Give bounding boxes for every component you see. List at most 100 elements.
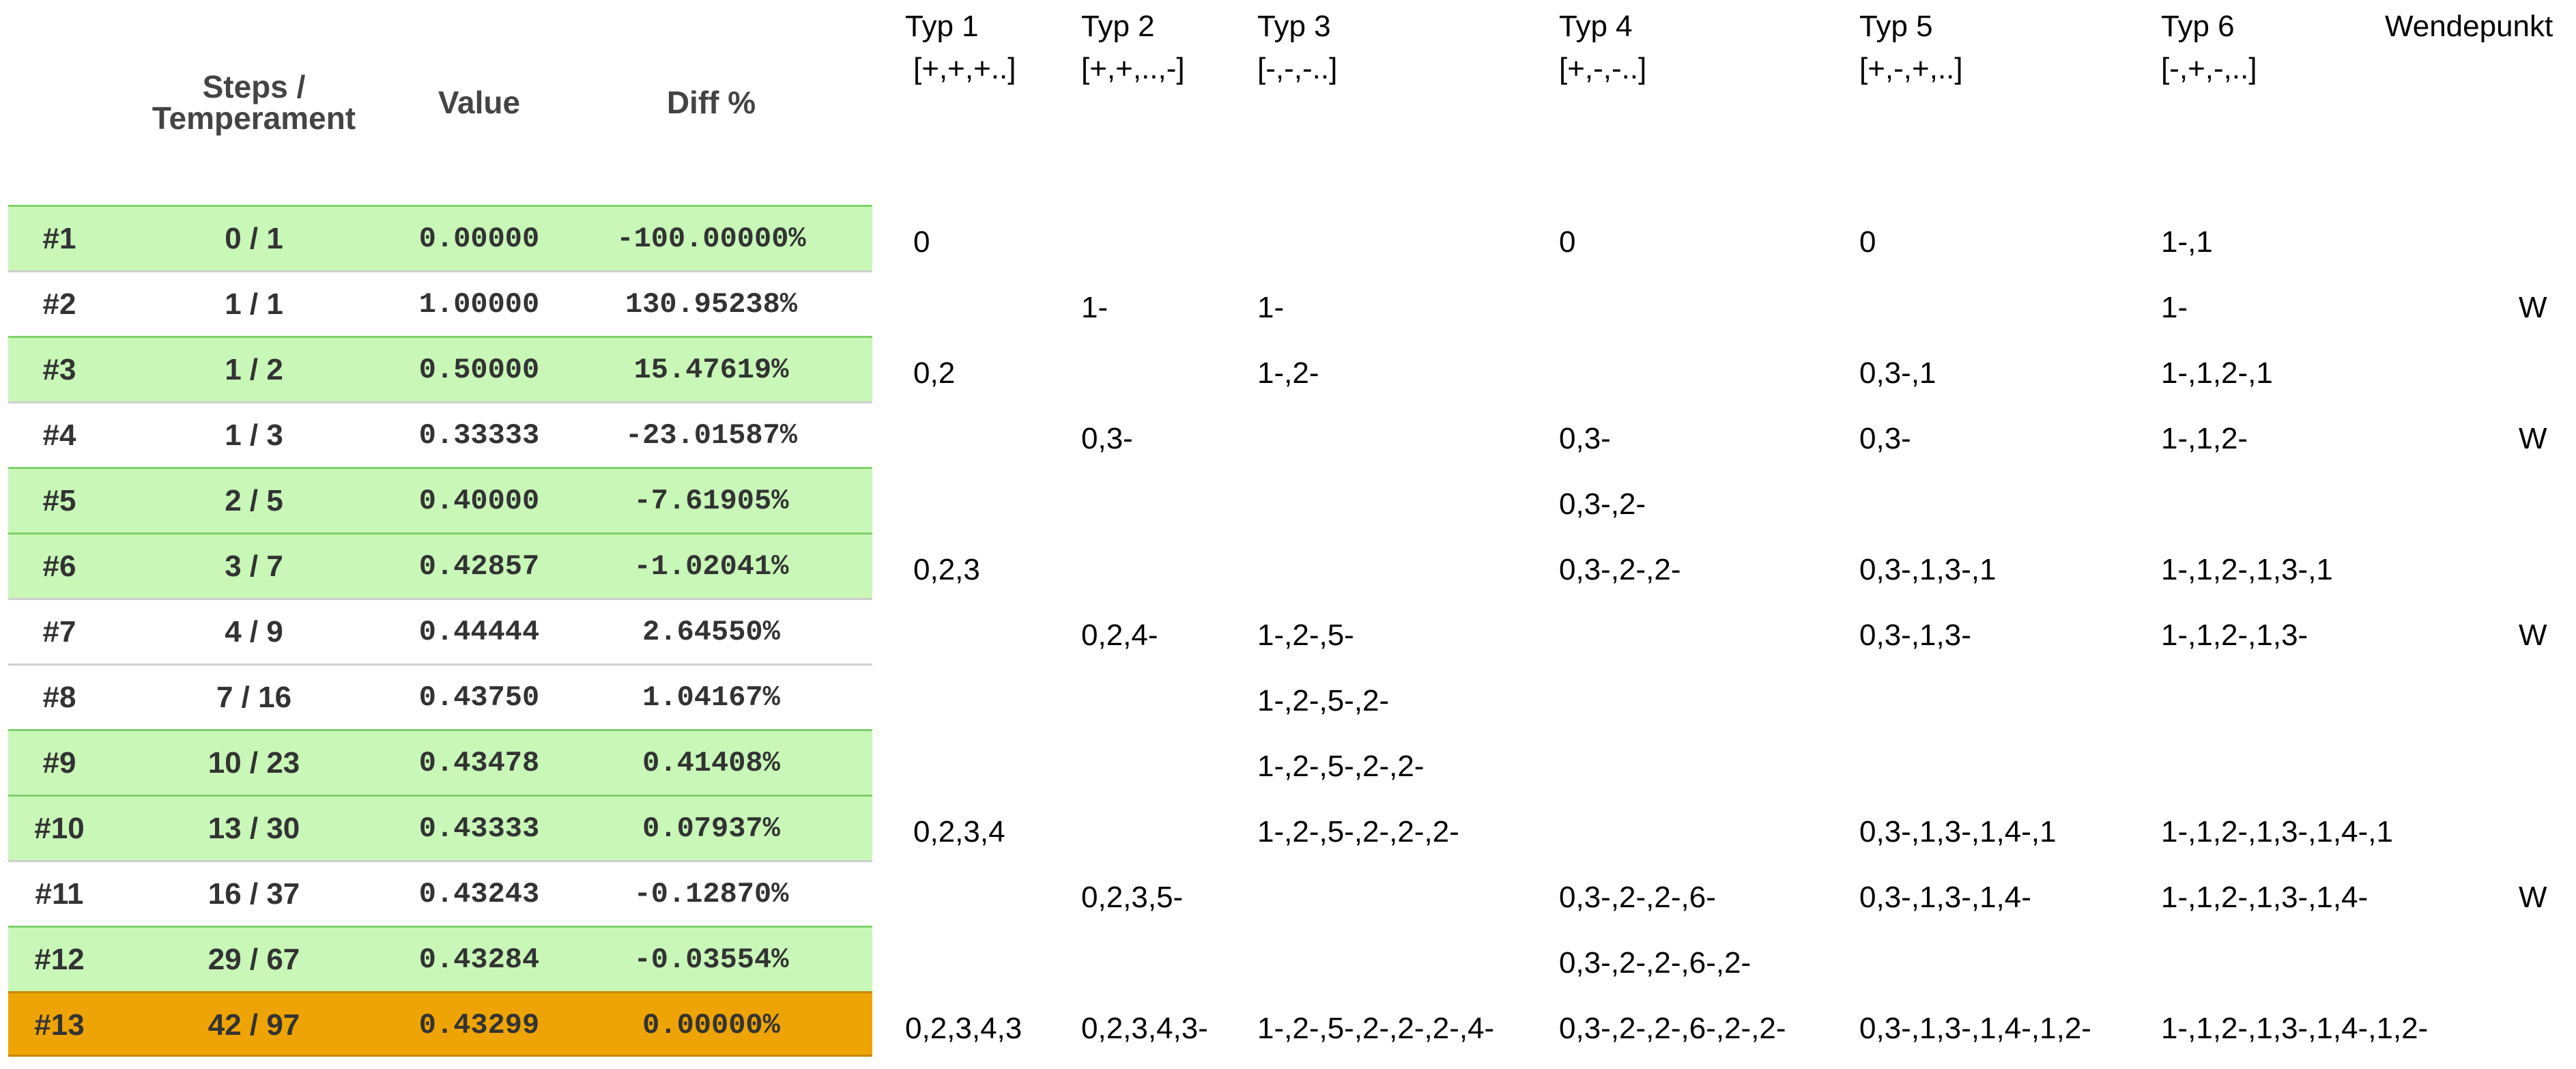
typ-column-pattern: [+,-,+,..]	[1859, 52, 1963, 85]
cell-steps: 13 / 30	[207, 811, 300, 845]
cell-steps: 1 / 1	[225, 287, 283, 321]
table-row: #10 13 / 30 0.43333 0.07937%	[8, 795, 872, 860]
cell-value: 0.42857	[418, 550, 540, 583]
cell-value: 0.44444	[418, 615, 540, 648]
cell-steps: 16 / 37	[207, 876, 300, 911]
table-row: #12 29 / 67 0.43284 -0.03554%	[8, 926, 872, 991]
typ-column-title: Typ 5	[1859, 10, 1933, 43]
cell-diff: -1.02041%	[633, 550, 789, 583]
cell-value: 0.50000	[418, 353, 540, 386]
table-row: #2 1 / 1 1.00000 130.95238%	[8, 270, 872, 336]
typ-cell: 1-,1,2-	[2161, 422, 2248, 455]
table-row: #3 1 / 2 0.50000 15.47619%	[8, 336, 872, 401]
typ-cell: 1-,1,2-,1	[2161, 356, 2273, 390]
cell-value: 0.43299	[418, 1008, 540, 1042]
cell-diff: 130.95238%	[625, 287, 798, 321]
typ-cell: 1-	[1257, 291, 1285, 324]
cell-steps: 4 / 9	[225, 614, 283, 648]
cell-steps: 2 / 5	[225, 483, 283, 517]
typ-cell: 1-,2-,5-,2-,2-,2-	[1257, 815, 1459, 849]
typ-cell: 0,2,3	[913, 553, 980, 586]
cell-value: 0.00000	[418, 222, 540, 255]
cell-steps: 10 / 23	[207, 745, 300, 780]
steps-header-line2: Temperament	[152, 100, 356, 136]
value-header: Value	[438, 85, 521, 120]
cell-id: #10	[34, 811, 85, 845]
steps-header-line1: Steps /	[202, 69, 306, 104]
typ-cell: 0,2,3,4	[913, 815, 1005, 849]
diff-header: Diff %	[666, 85, 756, 120]
typ-cell: W	[2519, 291, 2547, 324]
typ-cell: 1-,1	[2161, 225, 2213, 259]
typ-cell: 0,2,4-	[1081, 618, 1158, 652]
cell-value: 0.43243	[418, 877, 540, 911]
cell-diff: 0.00000%	[642, 1008, 780, 1042]
typ-cell: 0,3-,1,3-,1,4-,1,2-	[1859, 1012, 2091, 1045]
cell-value: 1.00000	[418, 287, 540, 321]
typ-column-title: Typ 1	[905, 10, 979, 43]
cell-value: 0.43284	[418, 943, 540, 976]
typ-cell: 1-,1,2-,1,3-,1,4-,1	[2161, 815, 2393, 849]
cell-id: #6	[42, 549, 76, 583]
typ-column-title: Typ 4	[1559, 10, 1633, 43]
cell-id: #7	[42, 614, 76, 648]
table-row: #11 16 / 37 0.43243 -0.12870%	[8, 860, 872, 926]
typ-column-pattern: [+,+,..,-]	[1081, 52, 1185, 85]
table-row: #8 7 / 16 0.43750 1.04167%	[8, 664, 872, 729]
cell-diff: -100.00000%	[616, 222, 806, 255]
cell-diff: 1.04167%	[642, 681, 780, 714]
cell-diff: -7.61905%	[633, 484, 789, 517]
typ-column-pattern: [-,+,-,..]	[2161, 52, 2257, 85]
typ-cell: 0,2,3,5-	[1081, 881, 1184, 914]
typ-cell: 1-,1,2-,1,3-	[2161, 618, 2308, 652]
typ-column-title: Typ 3	[1257, 10, 1331, 43]
typ-column-pattern: [+,-,-..]	[1559, 52, 1647, 85]
typ-cell: 0,3-,1	[1859, 356, 1936, 390]
typ-cell: 0,3-,1,3-,1,4-	[1859, 881, 2031, 914]
table-row: #9 10 / 23 0.43478 0.41408%	[8, 729, 872, 795]
cell-diff: 2.64550%	[642, 615, 780, 648]
cell-id: #3	[42, 352, 76, 386]
typ-cell: 0,3-	[1859, 422, 1911, 455]
cell-id: #1	[42, 221, 76, 255]
table-row: #5 2 / 5 0.40000 -7.61905%	[8, 467, 872, 532]
typ-cell: 1-,1,2-,1,3-,1	[2161, 553, 2333, 586]
cell-steps: 7 / 16	[216, 680, 292, 714]
typ-cell: 0	[1859, 225, 1876, 259]
table-header: Steps / Temperament Value Diff %	[8, 0, 872, 205]
typ-cell: W	[2519, 422, 2547, 455]
cell-steps: 29 / 67	[207, 942, 300, 976]
cell-diff: 0.41408%	[642, 746, 780, 780]
typ-cell: 0,3-,2-,2-,6-,2-	[1559, 946, 1751, 980]
typ-cell: W	[2519, 881, 2547, 914]
typ-cell: 1-,1,2-,1,3-,1,4-	[2161, 881, 2369, 914]
cell-value: 0.40000	[418, 484, 540, 517]
cell-id: #8	[42, 680, 76, 714]
typ-cell: 0	[1559, 225, 1576, 259]
table-row: #13 42 / 97 0.43299 0.00000%	[8, 991, 872, 1057]
typ-cell: 1-	[1081, 291, 1108, 324]
typ-cell: 1-,2-,5-,2-,2-	[1257, 750, 1425, 783]
cell-value: 0.43478	[418, 746, 540, 780]
typ-cell: W	[2519, 618, 2547, 652]
typ-cell: 0	[913, 225, 930, 259]
typ-cell: 1-	[2161, 291, 2188, 324]
typ-cell: 1-,2-,5-,2-,2-,2-,4-	[1257, 1012, 1495, 1045]
cell-value: 0.43750	[418, 681, 540, 714]
typ-cell: 1-,2-,5-,2-	[1257, 684, 1390, 717]
typ-cell: 0,2,3,4,3	[905, 1012, 1022, 1045]
typ-cell: 0,3-,2-,2-	[1559, 553, 1681, 586]
cell-id: #2	[42, 287, 76, 321]
cell-steps: 42 / 97	[207, 1008, 300, 1042]
table-row: #4 1 / 3 0.33333 -23.01587%	[8, 401, 872, 467]
cell-id: #11	[35, 876, 84, 911]
typ-column-title: Typ 2	[1081, 10, 1155, 43]
cell-value: 0.43333	[418, 812, 540, 845]
cell-steps: 0 / 1	[225, 221, 283, 255]
cell-id: #4	[42, 418, 76, 452]
cell-diff: 0.07937%	[642, 812, 780, 845]
typ-cell: 0,3-	[1081, 422, 1133, 455]
table-row: #1 0 / 1 0.00000 -100.00000%	[8, 205, 872, 270]
cell-diff: -23.01587%	[625, 418, 798, 452]
cell-id: #9	[42, 745, 76, 780]
